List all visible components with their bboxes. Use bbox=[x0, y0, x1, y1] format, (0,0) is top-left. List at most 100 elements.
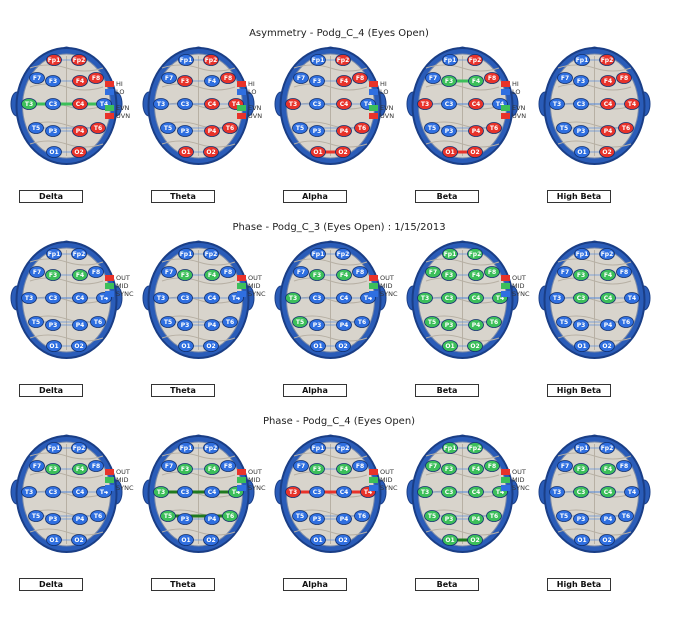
svg-text:T4: T4 bbox=[628, 295, 636, 302]
electrode-P4: P4 bbox=[72, 125, 88, 137]
electrode-Fp1: Fp1 bbox=[178, 54, 194, 66]
svg-text:P3: P3 bbox=[181, 322, 190, 329]
electrode-T3: T3 bbox=[153, 486, 169, 498]
svg-text:Fp1: Fp1 bbox=[180, 57, 193, 64]
electrode-T5: T5 bbox=[28, 316, 44, 328]
svg-text:F8: F8 bbox=[620, 463, 628, 470]
svg-text:T4: T4 bbox=[496, 101, 504, 108]
electrode-Fp1: Fp1 bbox=[46, 248, 62, 260]
legend-label: MID bbox=[248, 476, 261, 484]
svg-text:O2: O2 bbox=[206, 537, 215, 544]
svg-text:F3: F3 bbox=[181, 272, 189, 279]
legend-label: OUT bbox=[512, 274, 526, 282]
legend-label: SYNC bbox=[512, 290, 530, 298]
svg-text:O2: O2 bbox=[74, 537, 83, 544]
electrode-T5: T5 bbox=[292, 122, 308, 134]
electrode-Fp2: Fp2 bbox=[203, 248, 219, 260]
svg-text:O2: O2 bbox=[470, 343, 479, 350]
electrode-T6: T6 bbox=[90, 510, 106, 522]
svg-text:Fp2: Fp2 bbox=[469, 251, 482, 258]
electrode-C4: C4 bbox=[72, 486, 88, 498]
svg-text:T3: T3 bbox=[553, 489, 561, 496]
electrode-P3: P3 bbox=[441, 125, 457, 137]
svg-text:T4: T4 bbox=[232, 101, 240, 108]
electrode-T6: T6 bbox=[90, 316, 106, 328]
svg-text:F8: F8 bbox=[92, 75, 100, 82]
electrode-C3: C3 bbox=[177, 292, 193, 304]
svg-text:F3: F3 bbox=[181, 78, 189, 85]
svg-text:Fp2: Fp2 bbox=[469, 57, 482, 64]
electrode-Fp1: Fp1 bbox=[574, 248, 590, 260]
svg-text:T5: T5 bbox=[32, 513, 40, 520]
legend-swatch bbox=[369, 275, 378, 281]
band-label: High Beta bbox=[547, 384, 611, 397]
electrode-P3: P3 bbox=[45, 319, 61, 331]
band-label: Alpha bbox=[283, 578, 347, 591]
head-map: Fp1 Fp2 F7 F3 F4 F8 T3 C3 C4 T4 T5 P3 P4 T6 O1 O2 OUT MID… bbox=[274, 434, 404, 596]
svg-text:Fp1: Fp1 bbox=[576, 251, 589, 258]
svg-text:C4: C4 bbox=[340, 489, 349, 496]
electrode-F7: F7 bbox=[161, 460, 177, 472]
svg-text:P4: P4 bbox=[472, 516, 481, 523]
svg-text:T5: T5 bbox=[296, 319, 304, 326]
head-map: Fp1 Fp2 F7 F3 F4 F8 T3 C3 C4 T4 T5 P3 P4 T6 O1 O2 OUT MID… bbox=[274, 240, 404, 402]
electrode-C4: C4 bbox=[600, 292, 616, 304]
electrode-T6: T6 bbox=[222, 510, 238, 522]
legend-swatch bbox=[237, 469, 246, 475]
legend-item: EVN bbox=[237, 104, 261, 112]
legend-swatch bbox=[369, 477, 378, 483]
svg-text:T4: T4 bbox=[100, 101, 108, 108]
electrode-P3: P3 bbox=[45, 513, 61, 525]
band-label: High Beta bbox=[547, 190, 611, 203]
legend-label: UVN bbox=[512, 112, 527, 120]
svg-text:F4: F4 bbox=[76, 466, 84, 473]
svg-text:Fp2: Fp2 bbox=[337, 445, 350, 452]
svg-text:Fp2: Fp2 bbox=[205, 445, 218, 452]
head-map-svg: Fp1 Fp2 F7 F3 F4 F8 T3 C3 C4 T4 T5 P3 P4 T6 O1 O2 bbox=[538, 46, 651, 165]
svg-text:Fp1: Fp1 bbox=[48, 251, 61, 258]
band-label: Theta bbox=[151, 578, 215, 591]
legend-swatch bbox=[501, 283, 510, 289]
electrode-O2: O2 bbox=[203, 340, 219, 352]
electrode-F4: F4 bbox=[468, 463, 484, 475]
electrode-O1: O1 bbox=[310, 146, 326, 158]
electrode-T3: T3 bbox=[21, 292, 37, 304]
electrode-F3: F3 bbox=[441, 463, 457, 475]
svg-text:Fp1: Fp1 bbox=[444, 445, 457, 452]
svg-text:T3: T3 bbox=[289, 101, 297, 108]
electrode-T6: T6 bbox=[354, 122, 370, 134]
electrode-Fp1: Fp1 bbox=[310, 442, 326, 454]
electrode-F4: F4 bbox=[72, 463, 88, 475]
legend-label: SYNC bbox=[116, 290, 134, 298]
legend-swatch bbox=[105, 291, 114, 297]
svg-text:F3: F3 bbox=[313, 272, 321, 279]
electrode-F7: F7 bbox=[293, 266, 309, 278]
svg-text:P4: P4 bbox=[340, 322, 349, 329]
svg-text:O2: O2 bbox=[470, 537, 479, 544]
svg-text:T5: T5 bbox=[164, 513, 172, 520]
legend-item: HI bbox=[369, 80, 387, 88]
legend-swatch bbox=[369, 469, 378, 475]
legend-label: LO bbox=[248, 88, 257, 96]
legend-swatch bbox=[501, 105, 510, 111]
svg-text:P4: P4 bbox=[208, 128, 217, 135]
svg-text:O1: O1 bbox=[577, 149, 586, 156]
svg-text:F8: F8 bbox=[224, 463, 232, 470]
legend-item: SYNC bbox=[369, 290, 398, 298]
svg-text:F4: F4 bbox=[472, 272, 480, 279]
svg-text:C4: C4 bbox=[604, 489, 613, 496]
svg-text:C4: C4 bbox=[472, 295, 481, 302]
legend-label: SYNC bbox=[380, 484, 398, 492]
svg-text:O2: O2 bbox=[602, 343, 611, 350]
electrode-F4: F4 bbox=[72, 269, 88, 281]
svg-text:C4: C4 bbox=[76, 295, 85, 302]
head-map-svg: Fp1 Fp2 F7 F3 F4 F8 T3 C3 C4 T4 T5 P3 P4 T6 O1 O2 bbox=[538, 240, 651, 359]
svg-text:O1: O1 bbox=[445, 537, 454, 544]
legend-label: OUT bbox=[248, 274, 262, 282]
band-label: Alpha bbox=[283, 384, 347, 397]
svg-text:C4: C4 bbox=[76, 489, 85, 496]
svg-text:T6: T6 bbox=[226, 125, 234, 132]
legend-swatch bbox=[105, 89, 114, 95]
svg-text:T6: T6 bbox=[226, 319, 234, 326]
svg-text:T4: T4 bbox=[364, 295, 372, 302]
